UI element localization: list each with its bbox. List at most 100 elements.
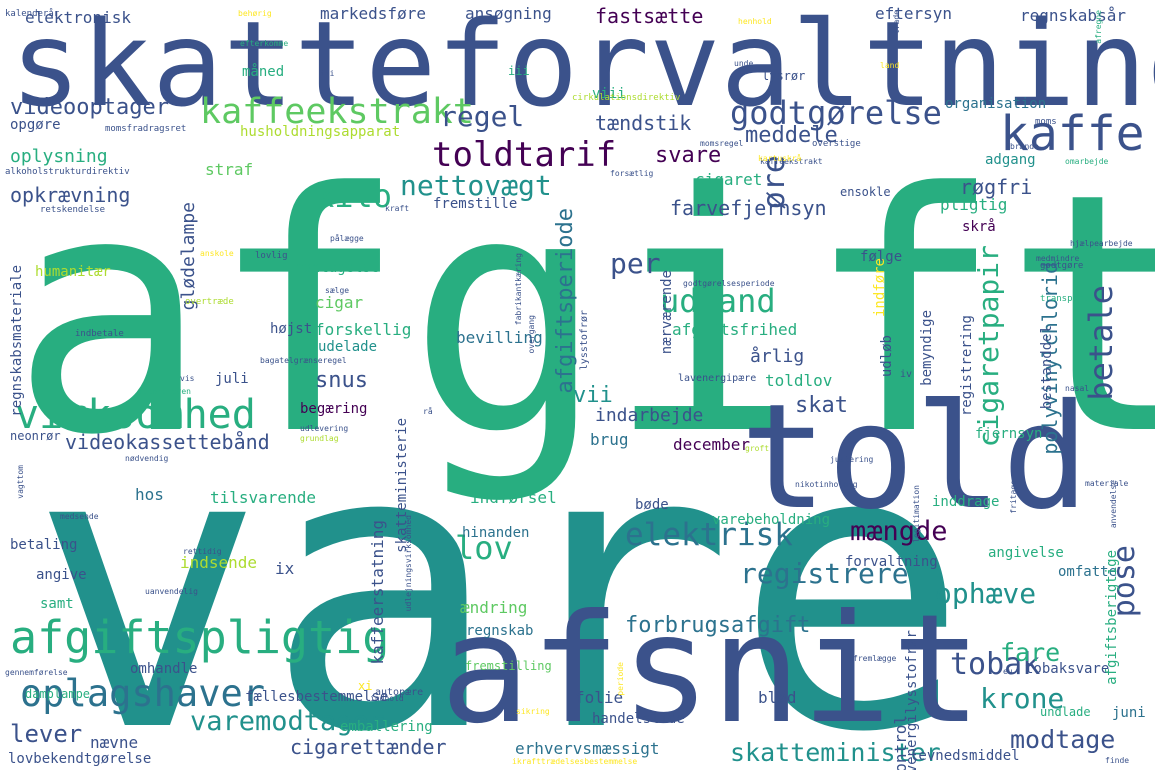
word-130: damplampe	[25, 687, 91, 701]
word-100: emballering	[340, 719, 433, 735]
word-118: registrering	[959, 315, 975, 417]
word-123: indføre	[872, 258, 888, 318]
word-182: iii	[320, 69, 335, 78]
word-94: xi	[358, 679, 373, 693]
word-113: cigaretpapir	[972, 245, 1005, 448]
word-172: fremlægge	[853, 654, 897, 663]
word-178: fremstilling	[465, 659, 552, 673]
word-33: opkrævning	[10, 183, 131, 207]
word-155: vis	[180, 374, 195, 383]
word-58: straf	[205, 160, 254, 179]
word-1: afgift	[10, 123, 1155, 507]
word-173: indhold	[370, 694, 404, 703]
word-9: afgiftspligtig	[10, 611, 390, 664]
word-153: bagatelgrænseregel	[260, 356, 347, 365]
word-200: periode	[616, 662, 625, 696]
word-17: varemodtager	[190, 706, 386, 737]
word-160: justering	[830, 455, 874, 464]
word-93: fællesbestemmelse	[245, 689, 389, 705]
word-61: opgøre	[10, 117, 61, 133]
word-174: sikring	[516, 707, 550, 716]
word-116: kaffeerstatning	[368, 520, 387, 665]
word-3: skatteforvaltning	[10, 0, 1155, 133]
word-62: viii	[592, 86, 626, 102]
word-124: afgiftsberigtige	[1104, 550, 1120, 685]
word-142: momsregel	[700, 139, 744, 148]
word-136: alkoholstrukturdirektiv	[5, 167, 130, 177]
word-99: nævne	[90, 733, 139, 752]
word-36: markedsføre	[320, 4, 426, 23]
word-78: bøde	[635, 497, 669, 513]
word-77: indførsel	[470, 488, 557, 507]
word-144: transport	[1040, 294, 1089, 304]
word-157: grundlag	[300, 434, 339, 443]
word-81: inddrage	[932, 494, 1000, 510]
word-38: fastsætte	[595, 4, 704, 28]
word-97: handelslide	[592, 711, 685, 727]
word-46: farvefjernsyn	[670, 196, 827, 220]
word-50: skat	[795, 393, 848, 418]
word-23: mængde	[850, 516, 948, 547]
word-184: unde	[734, 59, 754, 68]
word-120: bestanddel	[1039, 325, 1055, 410]
word-37: ansøgning	[465, 4, 552, 23]
word-7: kaffeekstrakt	[200, 92, 474, 132]
word-128: lavenergipære	[678, 373, 757, 384]
word-193: anskole	[200, 249, 234, 258]
word-187: afregne	[1094, 10, 1103, 44]
word-166: nikotinholdig	[795, 480, 858, 489]
word-66: forskellig	[315, 320, 412, 339]
word-146: indbetale	[75, 329, 124, 339]
word-133: iv	[900, 369, 913, 380]
word-42: meddele	[745, 123, 838, 148]
word-162: fritage	[1009, 480, 1018, 514]
word-39: eftersyn	[875, 4, 953, 23]
word-13: lov	[455, 529, 513, 567]
word-82: forvaltning	[845, 554, 938, 570]
word-40: regnskabsår	[1020, 6, 1126, 25]
word-71: toldlov	[765, 371, 833, 390]
word-167: udlejningsvirksomhed	[404, 515, 413, 612]
word-92: omhandle	[130, 661, 198, 677]
word-189: omarbejde	[1065, 157, 1109, 166]
word-54: december	[673, 435, 751, 454]
word-169: rettidig	[183, 547, 222, 556]
word-15: registrere	[740, 557, 909, 590]
word-194: hjælpearbejde	[1070, 239, 1133, 248]
word-140: overstige	[812, 139, 861, 149]
word-104: følge	[860, 249, 903, 265]
word-45: røgfri	[960, 175, 1033, 199]
word-85: betaling	[10, 537, 78, 553]
word-145: godtgøre	[1040, 261, 1084, 271]
word-75: hos	[135, 485, 164, 504]
word-90: ændring	[460, 598, 528, 617]
word-95: folie	[575, 688, 624, 707]
word-180: henhold	[738, 17, 772, 26]
word-89: ix	[275, 559, 295, 578]
word-31: cigarettænder	[290, 735, 447, 759]
word-64: cigar	[315, 293, 364, 312]
word-51: vii	[573, 383, 613, 408]
word-20: kilo	[315, 177, 393, 215]
word-181: efterkomme	[240, 39, 289, 48]
word-137: retskendelse	[40, 205, 106, 215]
word-56: organisation	[945, 96, 1047, 112]
word-28: skatteminister	[730, 738, 941, 767]
word-121: nærværende	[659, 270, 675, 355]
word-41: tændstik	[595, 111, 692, 135]
word-165: nasal	[1065, 384, 1090, 393]
word-107: fjernsyn	[975, 426, 1043, 442]
word-186: trade	[892, 10, 901, 35]
word-26: fare	[1000, 638, 1061, 667]
word-18: godtgørelse	[730, 94, 942, 132]
word-2: vare	[30, 363, 970, 770]
word-21: nettovægt	[400, 169, 552, 202]
word-134: kalenderår	[5, 9, 60, 19]
word-168: medsende	[60, 512, 99, 521]
word-59: adgang	[985, 152, 1036, 168]
word-106: fremstille	[433, 196, 518, 212]
word-138: cirkulationsdirektiv	[572, 93, 681, 103]
word-32: videooptager	[10, 95, 169, 120]
word-127: ensokle	[840, 185, 891, 199]
word-53: indarbejde	[595, 405, 704, 426]
